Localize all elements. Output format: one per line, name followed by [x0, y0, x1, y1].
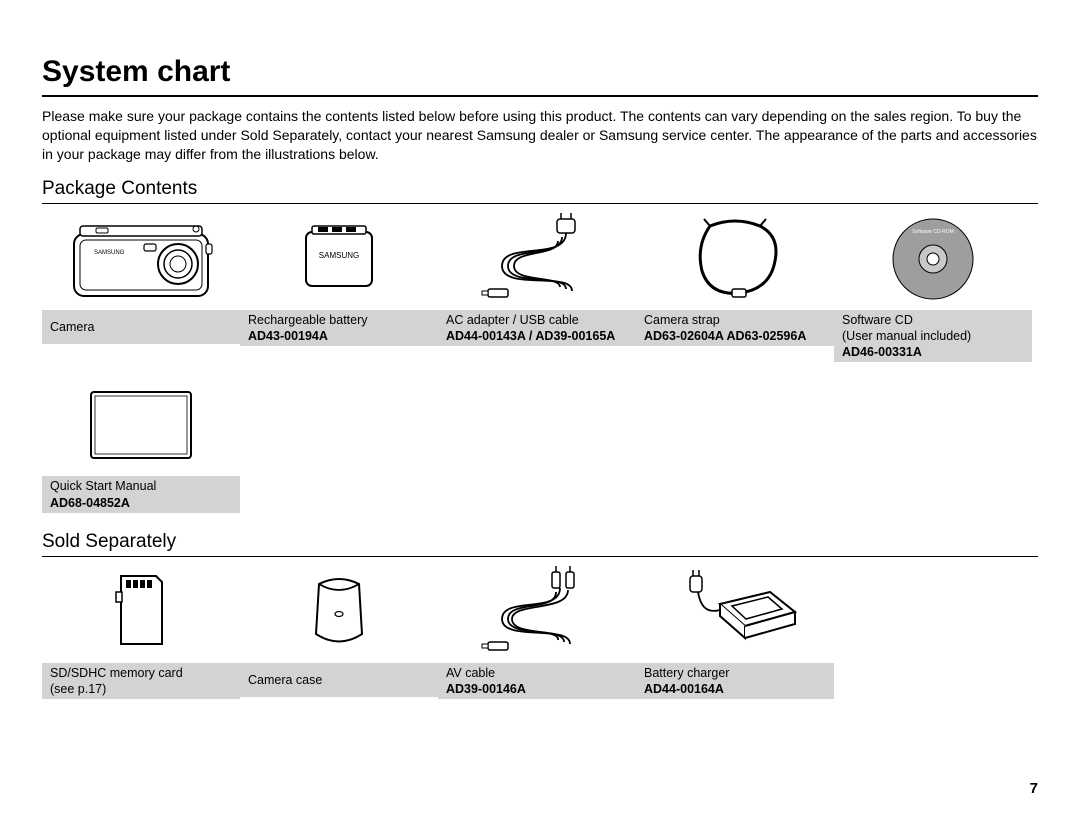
label-camera: Camera — [50, 319, 234, 335]
caption-charger: Battery charger AD44-00164A — [636, 663, 834, 700]
label-strap: Camera strap — [644, 312, 828, 328]
item-cd: Software CD-ROM Software CD (User manual… — [834, 208, 1032, 363]
page-number: 7 — [1030, 780, 1038, 797]
package-grid: SAMSUNG Camera — [42, 208, 1038, 525]
item-case: Camera case — [240, 561, 438, 700]
caption-case: Camera case — [240, 663, 438, 697]
caption-sd: SD/SDHC memory card (see p.17) — [42, 663, 240, 700]
battery-illustration: SAMSUNG — [240, 208, 438, 310]
section-package-contents: Package Contents — [42, 178, 1038, 204]
caption-cable: AC adapter / USB cable AD44-00143A / AD3… — [438, 310, 636, 347]
item-battery: SAMSUNG Rechargeable battery AD43-00194A — [240, 208, 438, 363]
page: System chart Please make sure your packa… — [0, 0, 1080, 815]
caption-cd: Software CD (User manual included) AD46-… — [834, 310, 1032, 363]
sd-illustration — [42, 561, 240, 663]
label-cable: AC adapter / USB cable — [446, 312, 630, 328]
caption-camera: Camera — [42, 310, 240, 344]
part-charger: AD44-00164A — [644, 681, 828, 697]
sold-grid: SD/SDHC memory card (see p.17) Camera ca… — [42, 561, 1038, 712]
charger-illustration — [636, 561, 834, 663]
item-av: AV cable AD39-00146A — [438, 561, 636, 700]
label-battery: Rechargeable battery — [248, 312, 432, 328]
cd-text-svg: Software CD-ROM — [912, 229, 954, 235]
label-av: AV cable — [446, 665, 630, 681]
label-sd: SD/SDHC memory card — [50, 665, 234, 681]
part-qsm: AD68-04852A — [50, 495, 234, 511]
svg-text:SAMSUNG: SAMSUNG — [94, 250, 125, 256]
sub-sd: (see p.17) — [50, 681, 234, 697]
caption-battery: Rechargeable battery AD43-00194A — [240, 310, 438, 347]
cable-illustration — [438, 208, 636, 310]
item-qsm: Quick Start Manual AD68-04852A — [42, 374, 240, 513]
part-strap: AD63-02604A AD63-02596A — [644, 328, 828, 344]
item-camera: SAMSUNG Camera — [42, 208, 240, 363]
caption-qsm: Quick Start Manual AD68-04852A — [42, 476, 240, 513]
item-sd: SD/SDHC memory card (see p.17) — [42, 561, 240, 700]
item-cable: AC adapter / USB cable AD44-00143A / AD3… — [438, 208, 636, 363]
camera-illustration: SAMSUNG — [42, 208, 240, 310]
caption-strap: Camera strap AD63-02604A AD63-02596A — [636, 310, 834, 347]
cd-illustration: Software CD-ROM — [834, 208, 1032, 310]
part-cable: AD44-00143A / AD39-00165A — [446, 328, 630, 344]
section-sold-separately: Sold Separately — [42, 531, 1038, 557]
label-cd: Software CD — [842, 312, 1026, 328]
sub-cd: (User manual included) — [842, 328, 1026, 344]
strap-illustration — [636, 208, 834, 310]
qsm-illustration — [42, 374, 240, 476]
part-battery: AD43-00194A — [248, 328, 432, 344]
part-av: AD39-00146A — [446, 681, 630, 697]
label-charger: Battery charger — [644, 665, 828, 681]
case-illustration — [240, 561, 438, 663]
part-cd: AD46-00331A — [842, 344, 1026, 360]
label-case: Camera case — [248, 672, 432, 688]
svg-text:SAMSUNG: SAMSUNG — [319, 251, 359, 260]
page-title: System chart — [42, 55, 1038, 97]
intro-text: Please make sure your package contains t… — [42, 107, 1038, 164]
label-qsm: Quick Start Manual — [50, 478, 234, 494]
item-strap: Camera strap AD63-02604A AD63-02596A — [636, 208, 834, 363]
av-illustration — [438, 561, 636, 663]
caption-av: AV cable AD39-00146A — [438, 663, 636, 700]
item-charger: Battery charger AD44-00164A — [636, 561, 834, 700]
